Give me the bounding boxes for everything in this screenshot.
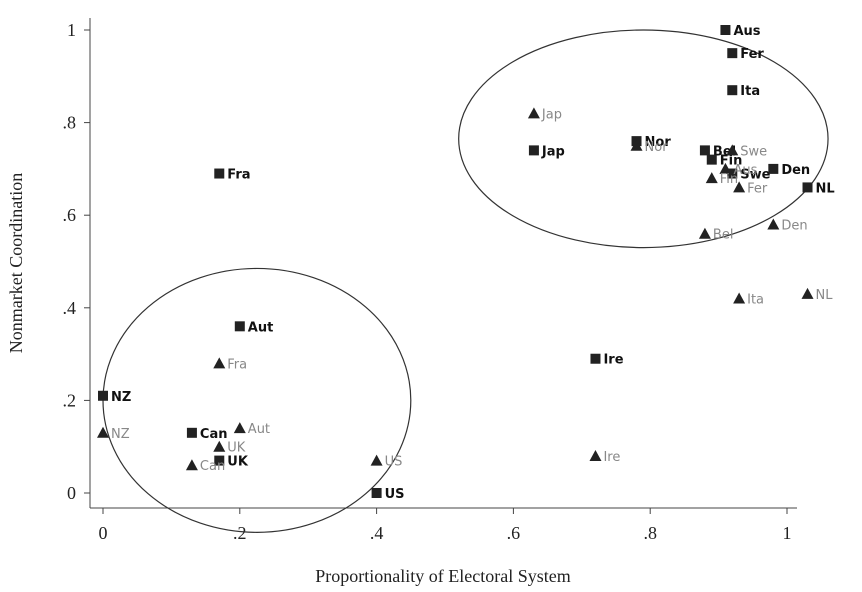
cluster-ellipses [102,29,829,533]
triangle-point-label-13: Aut [248,422,270,437]
triangle-point-label-15: Can [200,459,225,474]
square-point-15 [214,455,225,466]
x-tick-label-5: 1 [783,523,792,543]
square-point-2 [727,85,738,96]
x-axis-ticks: 0 .2 .4 .6 .8 1 [99,508,792,543]
x-axis-title: Proportionality of Electoral System [315,566,570,586]
square-point-14 [186,427,197,438]
square-point-label-2: Ita [740,84,760,99]
triangle-point-12 [97,426,109,438]
square-point-label-16: US [385,487,405,502]
square-point-13 [98,390,108,401]
cluster-ellipse-1 [458,29,829,249]
square-point-4 [699,145,710,156]
triangle-point-label-9: Ita [747,293,764,308]
triangle-point-label-8: NL [816,288,834,303]
square-point-label-7: Den [781,163,810,178]
triangle-point-5 [733,181,746,193]
square-point-9 [528,145,539,156]
triangle-point-label-14: UK [227,441,246,456]
triangle-point-label-3: Aus [733,163,757,178]
square-point-label-14: Can [200,427,228,442]
triangle-point-14 [213,440,226,452]
y-axis-ticks: 0 .2 .4 .6 .8 1 [63,20,90,503]
square-point-label-1: Fer [740,47,764,62]
triangle-point-4 [705,172,718,184]
square-point-11 [234,321,245,332]
x-tick-label-3: .6 [507,523,521,543]
square-point-label-6: Swe [740,168,770,183]
triangle-point-label-12: NZ [111,427,130,442]
square-point-label-3: Nor [645,135,672,150]
square-point-1 [727,48,738,59]
triangle-point-7 [698,227,711,239]
plot-area: 0 .2 .4 .6 .8 1 0 .2 .4 .6 .8 1 Aus Fer Ita Nor Bel Fin… [63,18,835,543]
y-tick-label-5: 1 [67,20,76,40]
square-point-10 [214,168,225,179]
triangle-point-label-10: Ire [603,450,620,465]
x-tick-label-0: 0 [99,523,108,543]
x-tick-label-1: .2 [233,523,247,543]
triangle-point-label-0: Jap [541,107,562,122]
square-point-8 [802,182,813,193]
triangle-point-0 [527,107,540,119]
square-point-label-11: Aut [248,320,274,335]
square-point-0 [720,25,731,35]
square-point-label-0: Aus [733,24,760,39]
x-tick-label-4: .8 [643,523,657,543]
square-point-label-9: Jap [541,144,565,159]
triangle-point-label-11: Fra [227,357,247,372]
square-point-label-10: Fra [227,168,250,183]
triangle-point-6 [767,218,780,230]
square-point-6 [727,168,738,179]
y-tick-label-0: 0 [67,483,76,503]
triangle-point-label-2: Swe [740,144,767,159]
y-tick-label-1: .2 [63,390,77,410]
y-tick-label-4: .8 [63,113,77,133]
triangle-point-label-16: US [385,455,403,470]
square-point-7 [768,163,779,174]
y-tick-label-3: .6 [63,205,77,225]
triangle-point-label-5: Fer [747,181,768,196]
triangle-point-label-4: Fin [720,172,738,187]
triangle-point-11 [213,357,226,369]
square-point-label-13: NZ [111,390,131,405]
triangle-point-13 [233,422,246,434]
x-tick-label-2: .4 [370,523,384,543]
triangle-point-label-1: Nor [645,140,669,155]
triangle-point-16 [370,454,383,466]
square-point-16 [371,488,382,498]
triangle-point-10 [589,449,602,461]
triangle-point-3 [719,162,732,174]
y-tick-label-2: .4 [63,298,77,318]
square-point-5 [706,154,717,165]
triangle-point-label-6: Den [781,218,807,233]
triangle-point-15 [185,459,198,471]
triangle-point-label-7: Bel [713,228,734,243]
square-point-label-8: NL [816,181,835,196]
triangle-point-8 [801,287,814,299]
y-axis-title: Nonmarket Coordination [6,173,26,353]
square-point-label-12: Ire [603,353,623,368]
square-point-12 [590,353,601,364]
triangle-point-9 [733,292,746,304]
triangle-point-2 [726,144,739,156]
cluster-ellipse-0 [102,267,412,533]
triangle-point-1 [630,139,643,151]
square-point-label-15: UK [227,455,249,470]
